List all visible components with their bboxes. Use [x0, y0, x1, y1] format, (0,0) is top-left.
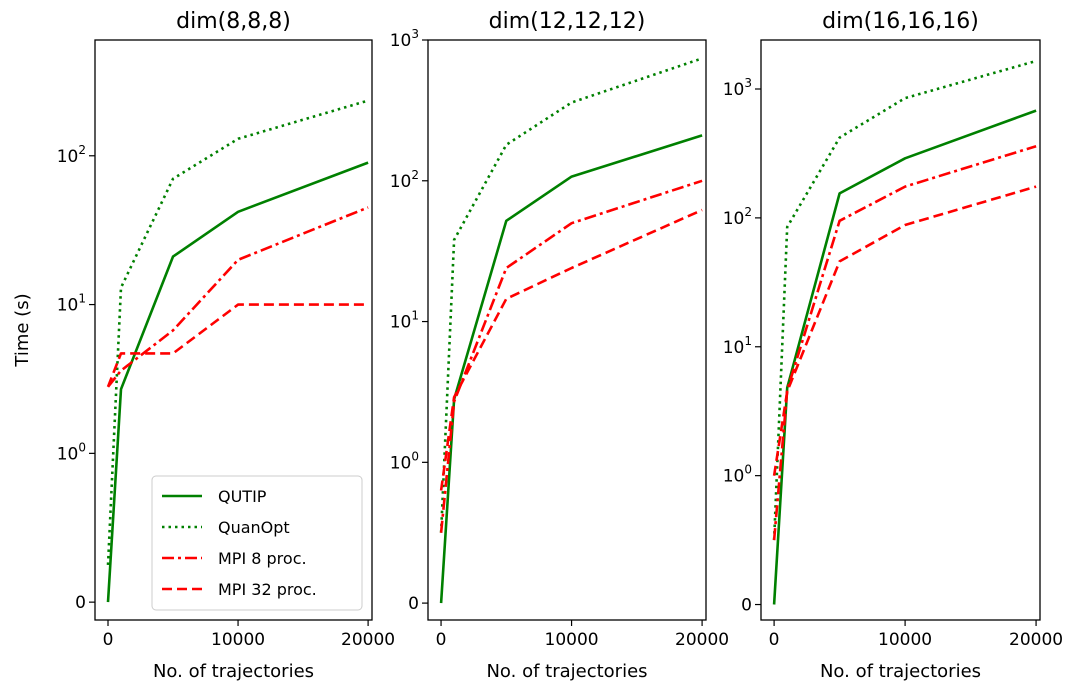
- x-tick-label: 10000: [878, 630, 932, 650]
- x-tick-label: 20000: [341, 630, 395, 650]
- legend-label: MPI 32 proc.: [218, 580, 317, 599]
- y-tick-label: 103: [723, 76, 752, 100]
- series-line-mpi-8-proc: [106, 206, 369, 388]
- x-tick-label: 20000: [675, 630, 729, 650]
- y-tick-label: 102: [57, 143, 86, 167]
- x-axis-label: No. of trajectories: [820, 661, 981, 682]
- series-line-quanopt: [772, 59, 1037, 541]
- subplot-title: dim(12,12,12): [489, 9, 646, 34]
- series-line-qutip: [439, 134, 703, 604]
- series-line-qutip: [106, 161, 369, 603]
- series-line-mpi-32-proc: [772, 185, 1037, 476]
- y-tick-label: 100: [57, 440, 86, 464]
- y-tick-label: 0: [741, 596, 752, 616]
- x-axis-label: No. of trajectories: [153, 661, 314, 682]
- x-axis-label: No. of trajectories: [486, 661, 647, 682]
- series-line-mpi-32-proc: [106, 303, 369, 388]
- y-tick-label: 101: [723, 334, 752, 358]
- subplot-title: dim(16,16,16): [822, 9, 979, 34]
- legend-label: MPI 8 proc.: [218, 549, 307, 568]
- subplot-2: 0 10000 20000 0 100 101 102 103 dim(12,12,12) No.…: [390, 9, 729, 682]
- legend-box: [151, 475, 363, 611]
- axes-frame: [94, 39, 373, 621]
- axes-frame: [427, 39, 707, 621]
- y-tick-label: 102: [390, 168, 419, 192]
- legend-label: QUTIP: [218, 487, 267, 506]
- x-tick-label: 0: [103, 630, 114, 650]
- y-tick-label: 0: [75, 593, 86, 613]
- series-line-mpi-32-proc: [439, 208, 703, 491]
- subplot-title: dim(8,8,8): [176, 9, 291, 34]
- x-tick-label: 0: [436, 630, 447, 650]
- subplot-3: 0 10000 20000 0 100 101 103 102 dim(16,16,16) No.…: [723, 9, 1063, 682]
- legend-label: QuanOpt: [218, 518, 290, 537]
- series-line-mpi-8-proc: [772, 144, 1037, 541]
- subplot-1: 0 10000 20000 0 100 101 102 dim(8,8,8) No. of tr…: [12, 9, 395, 682]
- series-line-quanopt: [106, 99, 369, 565]
- y-tick-label: 100: [723, 463, 752, 487]
- y-tick-label: 0: [408, 594, 419, 614]
- y-tick-label: 101: [57, 292, 86, 316]
- y-axis-label: Time (s): [12, 293, 33, 367]
- x-tick-label: 10000: [211, 630, 265, 650]
- series-line-mpi-8-proc: [439, 179, 703, 533]
- series-line-qutip: [772, 109, 1037, 605]
- axes-frame: [760, 39, 1041, 621]
- y-tick-label: 101: [390, 309, 419, 333]
- y-tick-label: 100: [390, 449, 419, 473]
- x-tick-label: 10000: [545, 630, 599, 650]
- x-tick-label: 0: [769, 630, 780, 650]
- series-line-quanopt: [439, 57, 703, 533]
- x-tick-label: 20000: [1009, 630, 1063, 650]
- legend: QUTIP QuanOpt MPI 8 proc. MPI 32 proc.: [151, 475, 363, 611]
- y-tick-label: 102: [723, 205, 752, 229]
- y-tick-label: 103: [390, 27, 419, 51]
